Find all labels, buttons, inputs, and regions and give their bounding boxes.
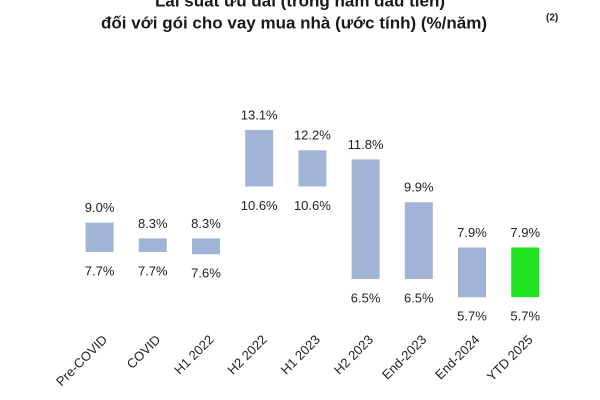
low-label: 7.6%	[191, 266, 221, 281]
high-label: 8.3%	[191, 216, 221, 231]
high-label: 9.0%	[85, 200, 115, 215]
bar	[138, 238, 167, 252]
chart-subtitle: đối với gói cho vay mua nhà (ước tính) (…	[101, 13, 487, 32]
x-tick-label: End-2024	[432, 332, 482, 382]
bar	[511, 247, 540, 298]
low-label: 10.6%	[294, 198, 331, 213]
high-label: 8.3%	[138, 216, 168, 231]
low-label: 6.5%	[404, 291, 434, 306]
bar	[458, 247, 486, 298]
high-label: 12.2%	[294, 128, 331, 143]
x-tick-label: COVID	[124, 332, 164, 372]
high-label: 11.8%	[348, 137, 384, 152]
x-tick-label: H2 2022	[224, 332, 269, 377]
x-tick-label: H1 2023	[278, 332, 323, 377]
high-label: 7.9%	[510, 225, 540, 240]
low-label: 5.7%	[510, 309, 540, 324]
bar	[298, 150, 327, 187]
low-label: 6.5%	[351, 291, 381, 306]
bar	[245, 129, 274, 187]
high-label: 13.1%	[241, 107, 278, 122]
x-tick-label: YTD 2025	[484, 332, 536, 384]
x-tick-label: End-2023	[379, 332, 429, 382]
high-label: 9.9%	[404, 180, 434, 195]
bar	[192, 238, 220, 255]
low-label: 7.7%	[85, 263, 115, 278]
high-label: 7.9%	[457, 225, 487, 240]
bar	[85, 222, 114, 252]
subtitle-note: (2)	[546, 13, 558, 24]
chart-title: Lãi suất ưu đãi (trong năm đầu tiên)	[155, 0, 445, 10]
bar	[351, 159, 380, 280]
x-tick-label: H1 2022	[171, 332, 216, 377]
bar	[404, 202, 433, 280]
x-tick-label: Pre-COVID	[53, 332, 110, 389]
low-label: 10.6%	[241, 198, 278, 213]
low-label: 5.7%	[457, 309, 487, 324]
low-label: 7.7%	[138, 263, 168, 278]
x-tick-label: H2 2023	[331, 332, 376, 377]
